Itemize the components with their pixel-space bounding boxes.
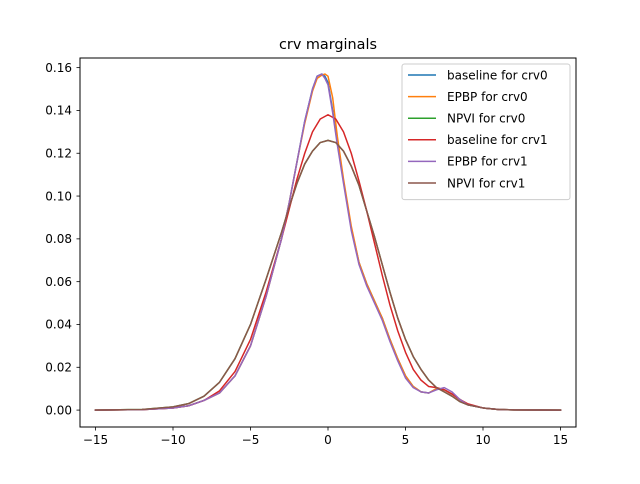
legend-label: NPVI for crv0 [447,112,525,126]
x-tick-label: −15 [83,433,108,447]
series-line-4 [94,73,562,411]
y-tick-label: 0.16 [45,61,72,75]
y-tick-label: 0.12 [45,146,72,160]
legend-label: EPBP for crv1 [447,155,528,169]
y-axis: 0.00 0.02 0.04 0.06 0.08 0.10 0.12 0.14 0.16 [45,61,80,417]
chart-title: crv marginals [279,37,377,53]
legend: baseline for crv0 EPBP for crv0 NPVI for c… [401,63,571,201]
series-line-5 [94,139,562,411]
y-tick-label: 0.06 [45,275,72,289]
y-tick-label: 0.08 [45,232,72,246]
x-tick-label: −5 [242,433,260,447]
legend-box [401,63,571,201]
x-tick-label: 15 [553,433,568,447]
y-tick-label: 0.02 [45,360,72,374]
y-tick-label: 0.10 [45,189,72,203]
x-tick-label: 5 [402,433,410,447]
x-axis: −15 −10 −5 0 5 10 15 [83,427,568,447]
y-tick-label: 0.04 [45,318,72,332]
series-line-3 [94,113,562,411]
legend-label: baseline for crv0 [447,68,548,82]
x-tick-label: 0 [324,433,332,447]
x-tick-label: 10 [475,433,490,447]
plot-lines [94,73,562,411]
legend-label: EPBP for crv0 [447,90,528,104]
legend-label: NPVI for crv1 [447,176,525,190]
x-tick-label: −10 [160,433,185,447]
y-tick-label: 0.00 [45,403,72,417]
y-tick-label: 0.14 [45,104,72,118]
legend-label: baseline for crv1 [447,133,548,147]
